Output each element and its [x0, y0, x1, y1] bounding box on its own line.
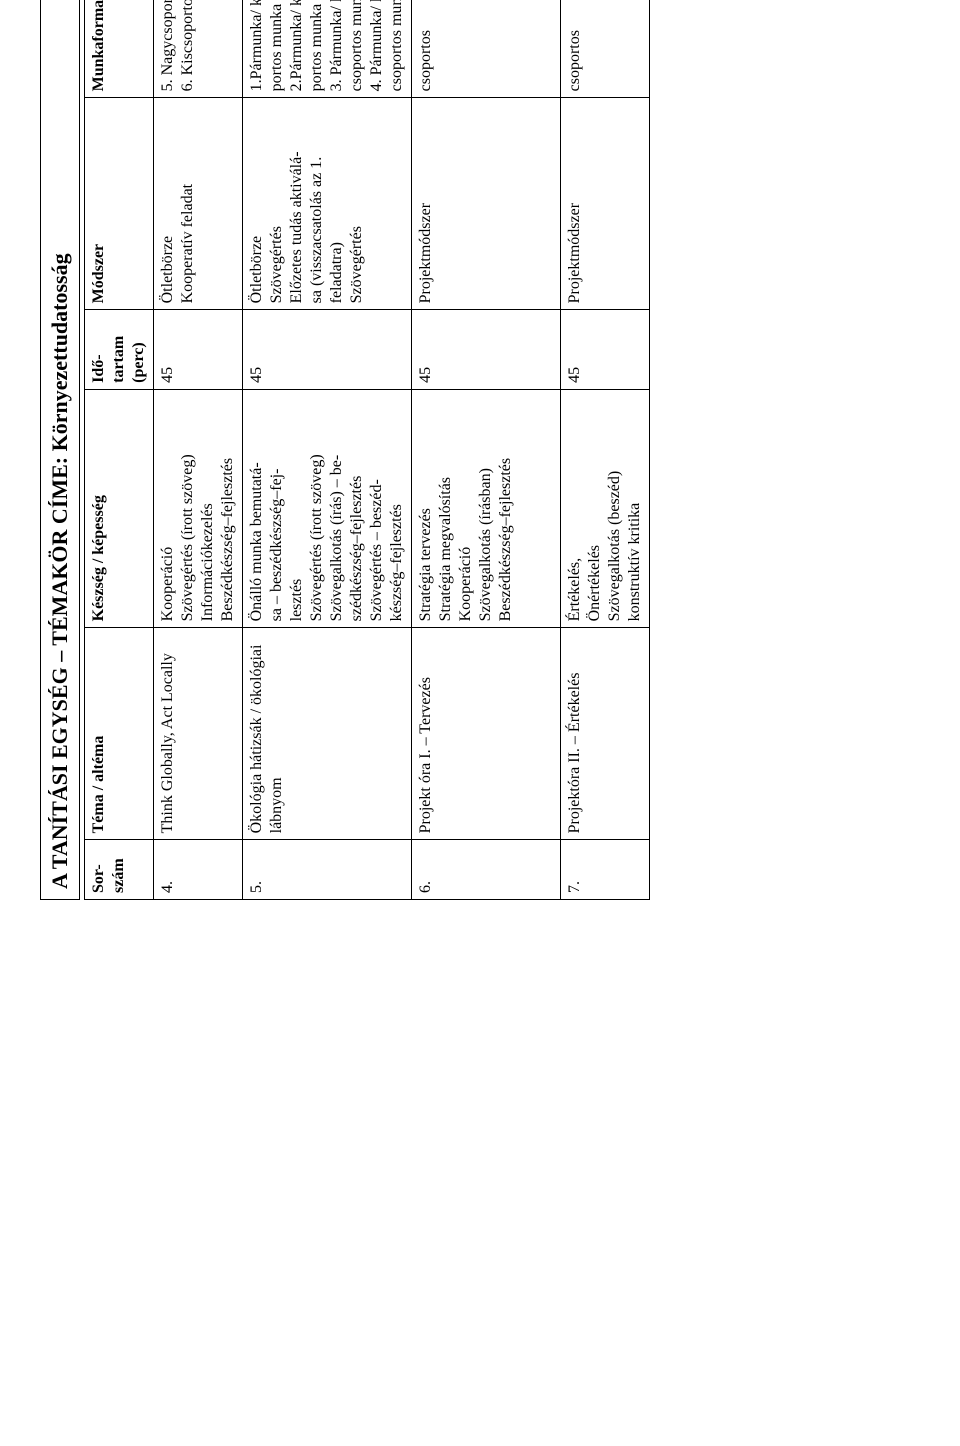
table-row: 4.Think Globally, Act LocallyKooperáció …	[154, 0, 243, 900]
cell-num: 7.	[561, 840, 650, 900]
cell-form: 1.Pármunka/ kiscso- portos munka 2.Pármu…	[243, 0, 412, 98]
col-dur: Idő- tartam (perc)	[85, 310, 154, 390]
table-row: 5.Ökológia hátizsák / ökológiai lábnyomÖ…	[243, 0, 412, 900]
cell-form: csoportos	[412, 0, 561, 98]
col-meth: Módszer	[85, 98, 154, 310]
cell-form: csoportos	[561, 0, 650, 98]
cell-theme: Projektóra II. – Értékelés	[561, 628, 650, 840]
cell-dur: 45	[561, 310, 650, 390]
cell-meth: Projektmódszer	[412, 98, 561, 310]
col-form: Munkaforma	[85, 0, 154, 98]
cell-num: 4.	[154, 840, 243, 900]
lesson-table: Sor- szám Téma / altéma Készség / képess…	[84, 0, 650, 900]
cell-skill: Stratégia tervezés Stratégia megvalósítá…	[412, 389, 561, 628]
col-theme: Téma / altéma	[85, 628, 154, 840]
cell-skill: Értékelés, Önértékelés Szövegalkotás (be…	[561, 389, 650, 628]
table-row: 7.Projektóra II. – ÉrtékelésÉrtékelés, Ö…	[561, 0, 650, 900]
col-skill: Készség / képesség	[85, 389, 154, 628]
cell-form: 5. Nagycsoportos 6. Kiscsoportos	[154, 0, 243, 98]
cell-meth: Ötletbörze Kooperatív feladat	[154, 98, 243, 310]
page-title: A TANÍTÁSI EGYSÉG – TÉMAKÖR CÍME: Környe…	[40, 0, 80, 900]
cell-dur: 45	[243, 310, 412, 390]
cell-meth: Projektmódszer	[561, 98, 650, 310]
cell-dur: 45	[412, 310, 561, 390]
table-header-row: Sor- szám Téma / altéma Készség / képess…	[85, 0, 154, 900]
col-num: Sor- szám	[85, 840, 154, 900]
cell-dur: 45	[154, 310, 243, 390]
cell-theme: Projekt óra I. – Tervezés	[412, 628, 561, 840]
cell-skill: Önálló munka bemutatá- sa – beszédkészsé…	[243, 389, 412, 628]
cell-num: 6.	[412, 840, 561, 900]
cell-theme: Think Globally, Act Locally	[154, 628, 243, 840]
cell-meth: Ötletbörze Szövegértés Előzetes tudás ak…	[243, 98, 412, 310]
table-row: 6.Projekt óra I. – TervezésStratégia ter…	[412, 0, 561, 900]
cell-theme: Ökológia hátizsák / ökológiai lábnyom	[243, 628, 412, 840]
cell-num: 5.	[243, 840, 412, 900]
cell-skill: Kooperáció Szövegértés (írott szöveg) In…	[154, 389, 243, 628]
